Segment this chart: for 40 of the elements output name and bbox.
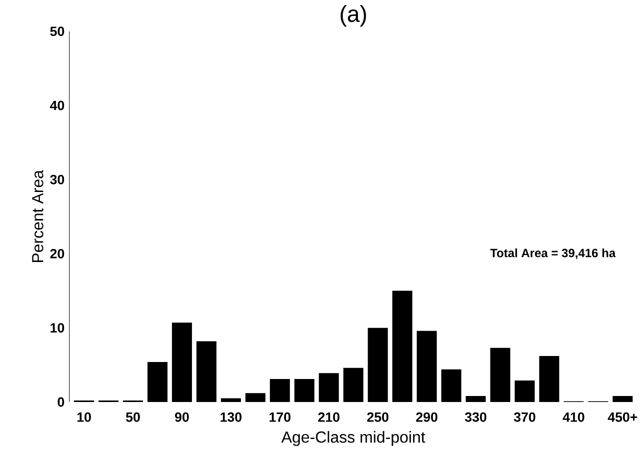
y-tick-label: 30 bbox=[50, 174, 64, 184]
x-tick-label: 330 bbox=[464, 412, 486, 422]
x-tick-label: 10 bbox=[77, 412, 91, 422]
y-tick-label: 40 bbox=[50, 100, 64, 110]
bar bbox=[466, 396, 486, 402]
bar bbox=[368, 328, 388, 402]
y-tick-label: 10 bbox=[50, 323, 64, 333]
y-tick-label: 50 bbox=[50, 26, 64, 36]
x-tick-label: 250 bbox=[367, 412, 388, 422]
y-axis-title: Percent Area bbox=[32, 170, 44, 262]
bar bbox=[196, 341, 216, 402]
bar bbox=[441, 369, 462, 402]
x-tick-label: 170 bbox=[270, 412, 290, 422]
x-tick-label: 370 bbox=[514, 412, 536, 422]
x-tick-label: 410 bbox=[562, 412, 584, 422]
annotation: Total Area = 39,416 ha bbox=[490, 248, 616, 259]
bar bbox=[318, 373, 339, 402]
bar bbox=[220, 398, 241, 402]
bar bbox=[147, 362, 168, 402]
bar bbox=[172, 322, 192, 402]
y-tick-label: 20 bbox=[50, 249, 64, 258]
x-tick-label: 90 bbox=[175, 412, 189, 422]
bar bbox=[392, 290, 412, 402]
bar bbox=[294, 379, 314, 402]
x-tick-label: 210 bbox=[318, 412, 340, 422]
x-axis-title: Age-Class mid-point bbox=[281, 431, 426, 446]
bar bbox=[514, 380, 535, 402]
x-tick-label: 450+ bbox=[608, 412, 638, 422]
bar bbox=[612, 396, 633, 402]
bar bbox=[539, 356, 560, 402]
chart-title: (a) bbox=[340, 5, 366, 27]
x-tick-label: 130 bbox=[220, 412, 242, 422]
y-tick-label: 0 bbox=[58, 397, 64, 407]
bar bbox=[245, 393, 266, 402]
bar bbox=[270, 379, 290, 402]
x-tick-label: 50 bbox=[126, 412, 140, 422]
bar bbox=[490, 348, 510, 402]
bar bbox=[416, 330, 437, 402]
x-tick-label: 290 bbox=[416, 412, 438, 422]
bar bbox=[343, 368, 364, 402]
